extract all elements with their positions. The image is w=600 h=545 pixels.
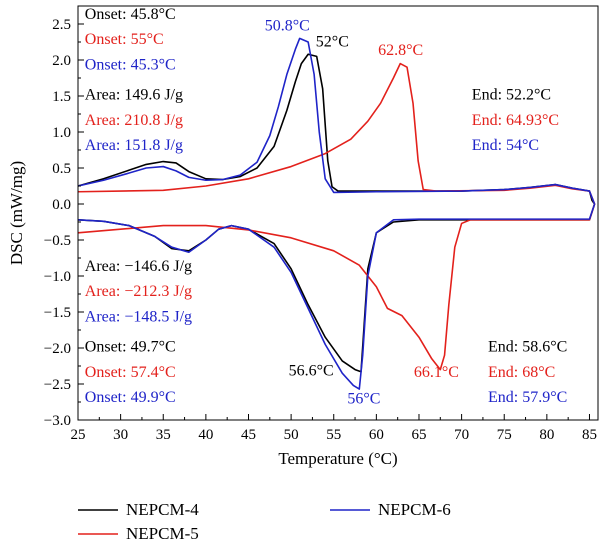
annotation-label: Area: 210.8 J/g — [85, 112, 183, 129]
annotation-label: End: 52.2°C — [472, 87, 551, 104]
annotation-label: Onset: 49.9°C — [85, 389, 176, 406]
annotation-label: Area: −148.5 J/g — [85, 308, 192, 325]
y-axis-label: DSC (mW/mg) — [7, 161, 26, 265]
x-tick-label: 50 — [284, 427, 299, 443]
plot-frame — [77, 5, 599, 421]
y-tick-label: −2.0 — [44, 341, 71, 357]
x-tick-label: 85 — [582, 427, 597, 443]
annotation-label: 56°C — [347, 390, 380, 407]
annotation-label: Onset: 49.7°C — [85, 339, 176, 356]
annotation-label: End: 64.93°C — [472, 112, 559, 129]
x-axis-label: Temperature (°C) — [278, 449, 397, 468]
annotation-label: Onset: 45.8°C — [85, 6, 176, 23]
nepcm-4-cooling-curve — [77, 203, 596, 373]
x-tick-label: 25 — [71, 427, 86, 443]
x-tick-label: 40 — [198, 427, 213, 443]
annotation-label: Area: −146.6 J/g — [85, 258, 192, 275]
legend-label-nepcm-4: NEPCM-4 — [126, 500, 199, 519]
annotation-label: 56.6°C — [289, 362, 334, 379]
annotation-label: Area: 151.8 J/g — [85, 137, 183, 154]
y-tick-label: −0.5 — [44, 233, 71, 249]
y-tick-label: −3.0 — [44, 413, 71, 429]
annotation-label: 52°C — [316, 33, 349, 50]
y-tick-label: 1.0 — [52, 125, 71, 141]
x-tick-label: 30 — [113, 427, 128, 443]
annotation-label: 66.1°C — [414, 364, 459, 381]
series-curves — [77, 37, 596, 390]
y-tick-label: −1.0 — [44, 269, 71, 285]
y-axis: −3.0 −2.5 −2.0 −1.5 −1.0 −0.5 0.0 0.5 1.0 1.5 2.0 2… — [44, 17, 84, 429]
annotation-label: End: 58.6°C — [488, 339, 567, 356]
nepcm-6-cooling-curve — [77, 203, 596, 390]
y-tick-label: −2.5 — [44, 377, 71, 393]
x-tick-label: 80 — [539, 427, 554, 443]
nepcm-5-heating-curve — [77, 62, 596, 205]
y-tick-label: 0.0 — [52, 197, 71, 213]
y-tick-label: 1.5 — [52, 89, 71, 105]
annotation-label: Area: 149.6 J/g — [85, 87, 183, 104]
x-tick-label: 65 — [411, 427, 426, 443]
chart-annotations: Onset: 45.8°C Onset: 55°C Onset: 45.3°C Are… — [85, 6, 567, 407]
legend: NEPCM-4 NEPCM-5 NEPCM-6 — [78, 500, 451, 543]
annotation-label: End: 57.9°C — [488, 389, 567, 406]
y-tick-label: 2.0 — [52, 53, 71, 69]
x-tick-label: 70 — [454, 427, 469, 443]
nepcm-5-cooling-curve — [77, 203, 596, 371]
annotation-label: 62.8°C — [378, 42, 423, 59]
annotation-label: Onset: 55°C — [85, 31, 164, 48]
y-tick-label: 0.5 — [52, 161, 71, 177]
x-tick-label: 55 — [326, 427, 341, 443]
x-tick-label: 35 — [156, 427, 171, 443]
x-tick-label: 45 — [241, 427, 256, 443]
annotation-label: Onset: 57.4°C — [85, 364, 176, 381]
legend-label-nepcm-6: NEPCM-6 — [378, 500, 451, 519]
x-tick-label: 75 — [497, 427, 512, 443]
nepcm-4-heating-curve — [77, 53, 596, 205]
y-tick-label: 2.5 — [52, 17, 71, 33]
annotation-label: End: 68°C — [488, 364, 555, 381]
x-axis: 25 30 35 40 45 50 55 60 65 70 75 80 85 — [71, 414, 597, 443]
annotation-label: Onset: 45.3°C — [85, 56, 176, 73]
y-tick-label: −1.5 — [44, 305, 71, 321]
annotation-label: 50.8°C — [265, 18, 310, 35]
x-tick-label: 60 — [369, 427, 384, 443]
annotation-label: End: 54°C — [472, 137, 539, 154]
annotation-label: Area: −212.3 J/g — [85, 283, 192, 300]
legend-label-nepcm-5: NEPCM-5 — [126, 524, 199, 543]
nepcm-6-heating-curve — [77, 37, 596, 205]
